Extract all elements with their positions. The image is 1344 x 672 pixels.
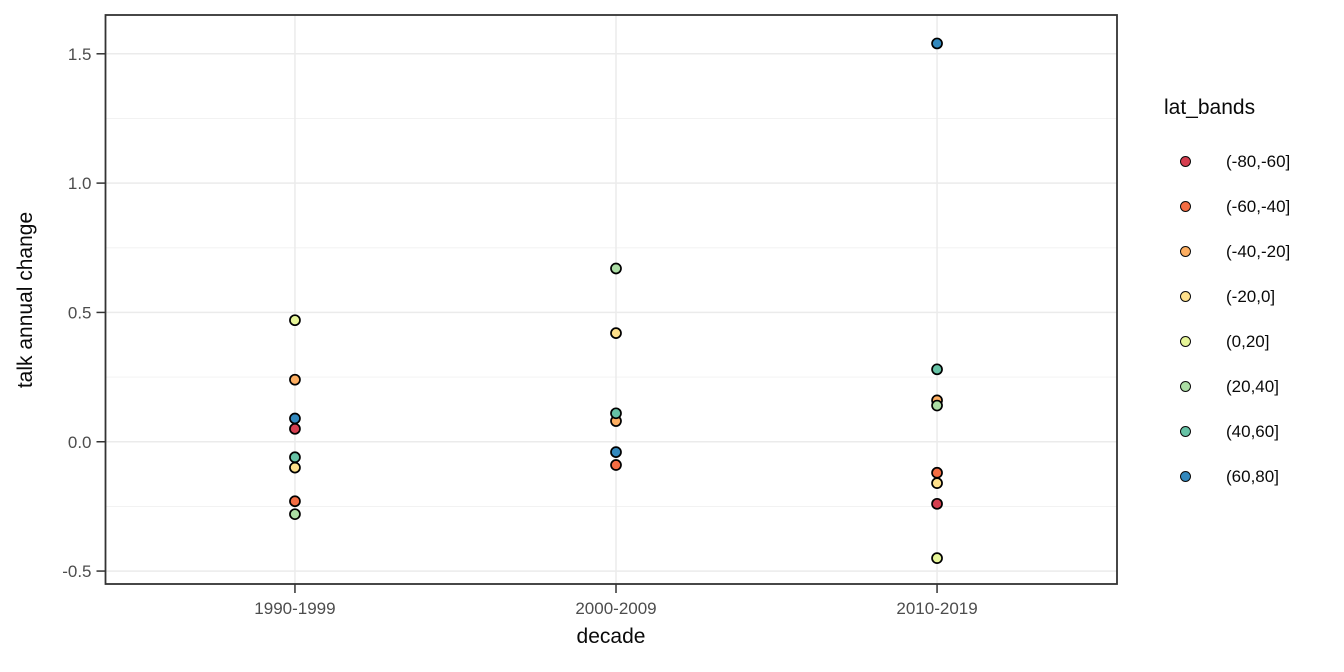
data-point [931, 477, 943, 489]
legend: lat_bands (-80,-60] (-60,-40] (-40,-20] (-2… [1164, 95, 1290, 499]
data-point [610, 459, 622, 471]
legend-title: lat_bands [1164, 96, 1256, 119]
data-point [931, 552, 943, 564]
data-point [610, 262, 622, 275]
y-tick-label: 0.0 [68, 433, 92, 452]
legend-key-label: (-80,-60] [1226, 151, 1291, 171]
legend-key-dot [1180, 381, 1191, 392]
data-point [931, 466, 943, 479]
x-tick-label: 2000-2009 [575, 599, 656, 618]
data-point [289, 412, 301, 425]
y-tick-label: 0.5 [68, 303, 92, 322]
legend-entry: (40,60] [1164, 409, 1290, 454]
legend-key-label: (20,40] [1226, 376, 1279, 396]
panel-background [105, 15, 1117, 584]
legend-entry: (-80,-60] [1164, 139, 1290, 184]
x-tick-label: 2010-2019 [896, 599, 977, 618]
legend-entry: (60,80] [1164, 454, 1290, 499]
legend-key-dot [1180, 426, 1191, 437]
legend-entry: (0,20] [1164, 319, 1290, 364]
data-point [610, 327, 622, 339]
legend-key-label: (60,80] [1226, 466, 1279, 486]
y-tick-label: 1.0 [68, 174, 92, 193]
x-axis-title: decade [576, 625, 646, 648]
data-point [289, 495, 301, 508]
data-point [289, 508, 301, 521]
legend-key-dot [1180, 336, 1191, 347]
legend-key-label: (40,60] [1226, 421, 1279, 441]
legend-key-dot [1180, 246, 1191, 257]
panel-border [104, 14, 1118, 585]
y-tick-label: -0.5 [62, 562, 91, 581]
data-point [931, 37, 943, 50]
legend-key-dot [1180, 156, 1191, 167]
legend-key-dot [1180, 291, 1191, 302]
x-tick-label: 1990-1999 [254, 599, 335, 618]
data-point [610, 407, 622, 420]
y-axis-title: talk annual change [14, 211, 37, 389]
legend-key-label: (-40,-20] [1226, 241, 1291, 261]
legend-key-label: (-60,-40] [1226, 196, 1291, 216]
data-point [610, 446, 622, 458]
data-point [931, 497, 943, 510]
legend-entry: (20,40] [1164, 364, 1290, 409]
legend-entries: (-80,-60] (-60,-40] (-40,-20] (-20,0] (0,20]… [1164, 139, 1290, 499]
data-point [289, 451, 301, 464]
legend-entry: (-60,-40] [1164, 184, 1290, 229]
data-point [931, 399, 943, 412]
y-tick-label: 1.5 [68, 45, 92, 64]
data-point [289, 373, 301, 386]
legend-key-dot [1180, 201, 1191, 212]
legend-key-dot [1180, 471, 1191, 482]
legend-entry: (-20,0] [1164, 274, 1290, 319]
legend-key-label: (0,20] [1226, 331, 1270, 351]
data-point [289, 461, 301, 474]
data-point [931, 363, 943, 376]
data-point [289, 422, 301, 435]
data-point [289, 314, 301, 327]
legend-key-label: (-20,0] [1226, 286, 1276, 306]
legend-entry: (-40,-20] [1164, 229, 1290, 274]
